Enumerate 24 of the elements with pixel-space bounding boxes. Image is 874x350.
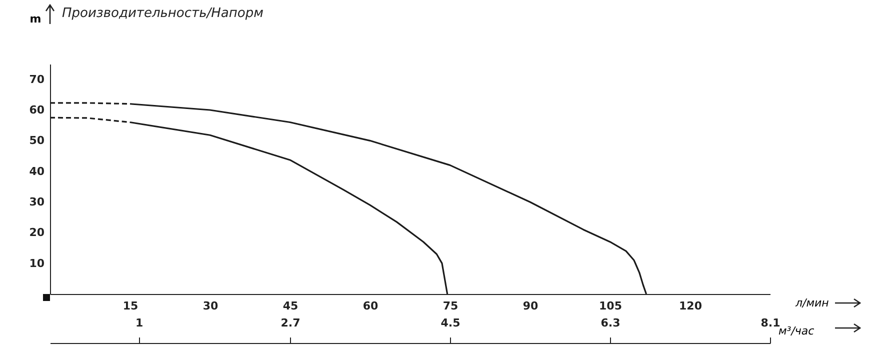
y-tick-label: 60 (29, 104, 45, 116)
x2-tick-label: 6.3 (600, 316, 620, 330)
x2-tick-label: 2.7 (280, 316, 300, 330)
x2-axis-title: м³/час (778, 324, 814, 338)
x2-tick-label: 8.1 (760, 316, 780, 330)
x-tick-label: 90 (522, 300, 538, 312)
y-tick-label: 40 (29, 164, 45, 178)
x-tick-label: 105 (599, 300, 622, 312)
x-tick-label: 120 (679, 300, 702, 312)
y-tick-label: 50 (29, 134, 45, 148)
y-tick-label: 30 (29, 196, 45, 208)
x-tick-label: 75 (442, 300, 458, 312)
x-tick-label: 60 (362, 300, 378, 312)
x2-tick-label: 4.5 (440, 316, 460, 330)
x-axis-title: л/мин (794, 296, 829, 310)
x-tick-label: 15 (122, 300, 138, 312)
y-tick-label: 20 (29, 226, 45, 240)
chart-title: Производительность/Напорм (62, 6, 264, 21)
x-tick-label: 45 (282, 300, 298, 312)
y-axis-title: m (30, 12, 42, 26)
x-tick-label: 30 (202, 300, 218, 312)
x2-tick-label: 1 (136, 316, 144, 330)
y-tick-label: 70 (29, 72, 45, 86)
y-tick-label: 10 (29, 256, 45, 270)
